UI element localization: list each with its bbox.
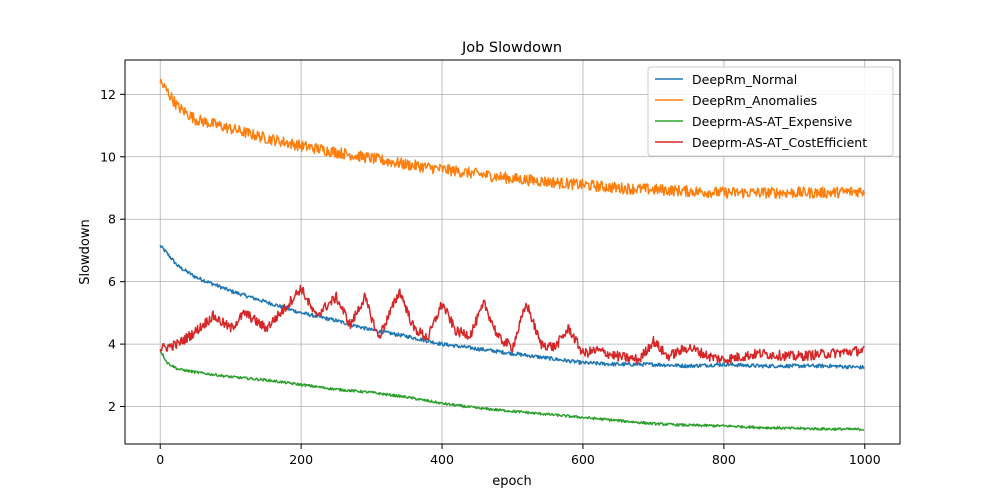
x-tick-label: 0 xyxy=(156,452,164,467)
series-costefficient xyxy=(159,284,865,365)
x-tick-label: 1000 xyxy=(849,452,881,467)
legend-box xyxy=(647,66,894,157)
x-axis-label: epoch xyxy=(492,474,532,489)
x-tick-label: 400 xyxy=(430,452,454,467)
series-layer xyxy=(159,78,865,432)
legend-label-costefficient: Deeprm-AS-AT_CostEfficient xyxy=(692,135,867,150)
y-axis: 2 4 6 8 10 12 xyxy=(100,87,125,414)
x-tick-label: 600 xyxy=(571,452,595,467)
legend-label-deeprm-normal: DeepRm_Normal xyxy=(692,72,797,87)
series-deeprm-normal xyxy=(159,244,865,370)
y-tick-label: 4 xyxy=(108,337,116,352)
chart-title: Job Slowdown xyxy=(461,40,562,56)
y-tick-label: 8 xyxy=(108,212,116,227)
legend-label-deeprm-anomalies: DeepRm_Anomalies xyxy=(692,93,817,108)
y-tick-label: 10 xyxy=(100,149,116,164)
vertical-gridlines xyxy=(159,60,866,444)
legend-label-expensive: Deeprm-AS-AT_Expensive xyxy=(692,114,853,129)
x-tick-label: 800 xyxy=(712,452,736,467)
plot-frame xyxy=(124,59,901,445)
legend: DeepRm_Normal DeepRm_Anomalies Deeprm-AS… xyxy=(647,66,894,157)
y-tick-label: 12 xyxy=(100,87,116,102)
x-axis: 0 200 400 600 800 1000 xyxy=(156,444,881,467)
y-tick-label: 6 xyxy=(108,274,116,289)
y-axis-label: Slowdown xyxy=(78,219,93,285)
series-expensive xyxy=(159,350,865,432)
x-tick-label: 200 xyxy=(289,452,313,467)
series-deeprm-anomalies xyxy=(159,78,865,199)
y-tick-label: 2 xyxy=(108,399,116,414)
